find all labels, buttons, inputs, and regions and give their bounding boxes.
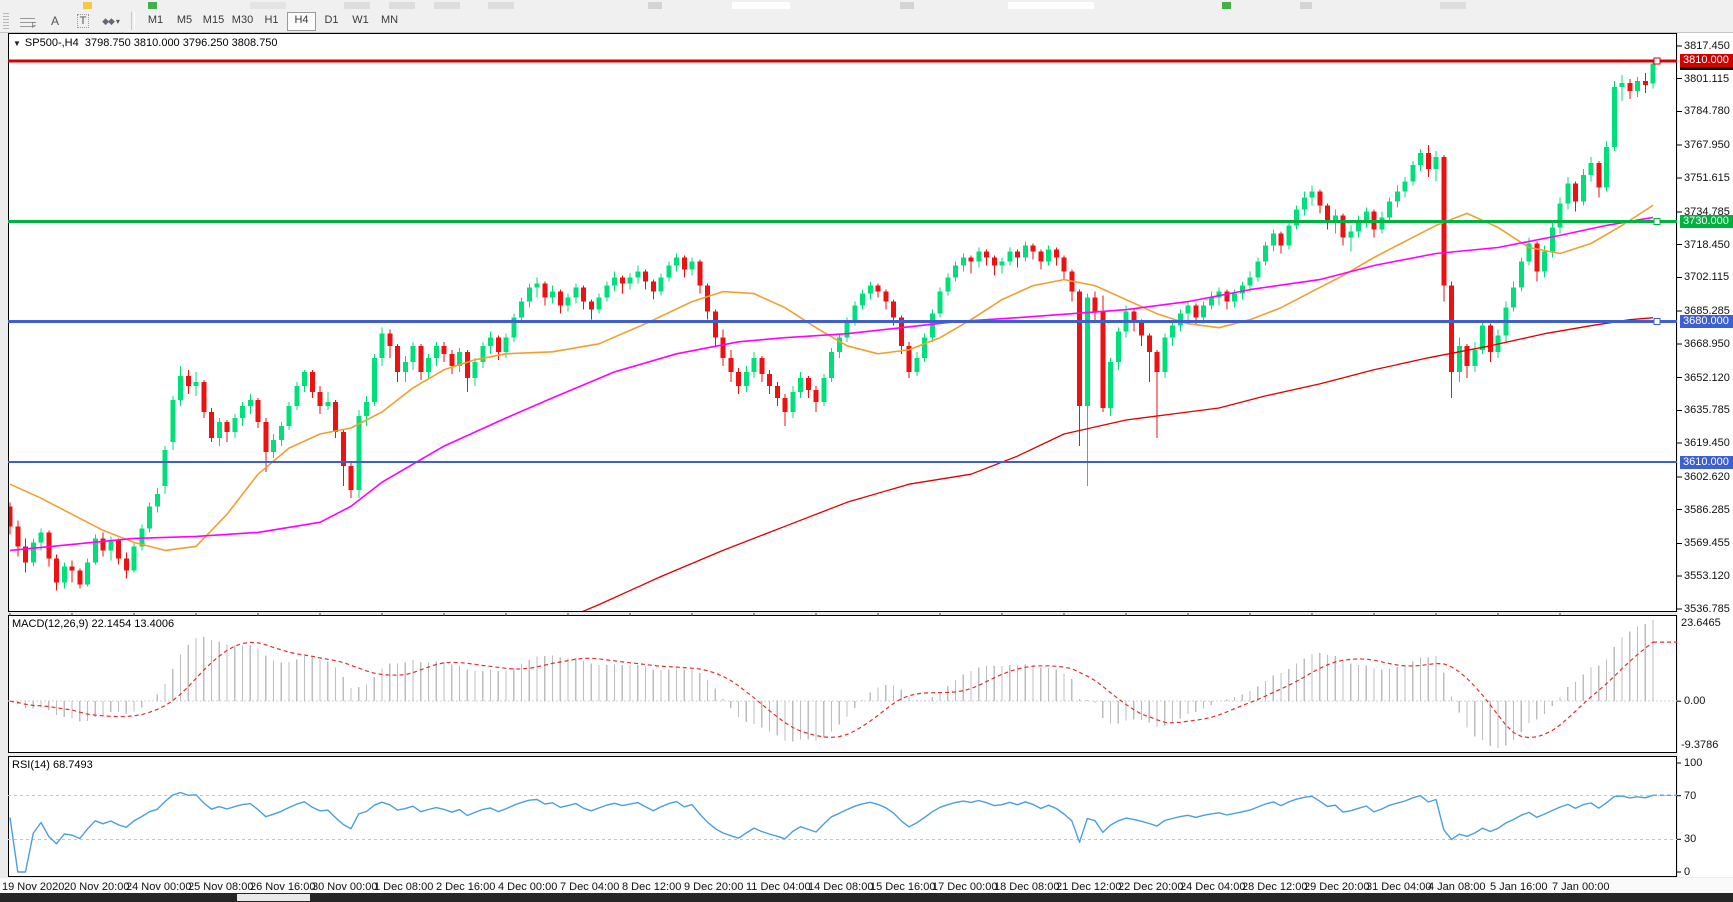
timeframe-button-m15[interactable]: M15 bbox=[202, 13, 225, 26]
clipped-icon-fragment bbox=[1440, 2, 1466, 9]
candles bbox=[9, 60, 1656, 591]
rsi-panel[interactable] bbox=[8, 756, 1677, 877]
timeframe-button-h4[interactable]: H4 bbox=[287, 11, 316, 31]
toolbar-grip bbox=[3, 13, 9, 29]
timeframe-button-m30[interactable]: M30 bbox=[231, 13, 254, 26]
fibonacci-tool-button[interactable]: F bbox=[15, 12, 39, 30]
clipped-icon-fragment bbox=[83, 2, 92, 9]
macd-histogram bbox=[17, 620, 1654, 748]
clipped-icon-fragment bbox=[648, 2, 662, 9]
drawing-tools-group: F A T ◆◆ ▾ bbox=[13, 12, 125, 30]
timeframe-button-m5[interactable]: M5 bbox=[176, 13, 193, 26]
clipped-icon-fragment bbox=[900, 2, 914, 9]
clipped-icon-fragment bbox=[434, 2, 460, 9]
arrows-icon: ◆◆ bbox=[102, 15, 115, 26]
clipped-icon-fragment bbox=[344, 2, 370, 9]
clipped-icon-fragment bbox=[250, 2, 286, 9]
timeframe-button-m1[interactable]: M1 bbox=[147, 13, 164, 26]
clipped-icon-fragment bbox=[1008, 2, 1094, 9]
ma-mid-magenta bbox=[9, 216, 1654, 552]
support-line-3680-handle[interactable] bbox=[1653, 318, 1661, 326]
timeframe-button-w1[interactable]: W1 bbox=[352, 13, 369, 26]
macd-signal-line bbox=[9, 641, 1654, 739]
macd-panel[interactable] bbox=[8, 615, 1677, 753]
toolbar-separator bbox=[131, 12, 135, 30]
fibonacci-icon: F bbox=[19, 15, 37, 30]
text-box-tool-button[interactable]: T bbox=[71, 12, 95, 30]
timeframe-button-d1[interactable]: D1 bbox=[324, 13, 339, 26]
text-label-icon: A bbox=[50, 14, 59, 28]
toolbar: F A T ◆◆ ▾ M1 M5 M15 M30 H1 H4 D1 W1 MN bbox=[0, 10, 1733, 33]
ma-slow-red bbox=[582, 317, 1654, 611]
clipped-icon-fragment bbox=[732, 2, 790, 9]
resistance-line-3810-handle[interactable] bbox=[1653, 57, 1661, 65]
dropdown-caret-icon: ▾ bbox=[115, 16, 120, 26]
timeframe-button-mn[interactable]: MN bbox=[380, 13, 399, 26]
support-line-3730-handle[interactable] bbox=[1653, 217, 1661, 225]
timeframe-buttons-group: M1 M5 M15 M30 H1 H4 D1 W1 MN bbox=[141, 11, 404, 31]
text-box-icon: T bbox=[76, 14, 90, 28]
rsi-line bbox=[9, 791, 1654, 873]
arrow-objects-tool-button[interactable]: ◆◆ ▾ bbox=[99, 12, 123, 30]
clipped-icon-fragment bbox=[389, 2, 415, 9]
clipped-icon-fragment bbox=[488, 2, 514, 9]
clipped-icon-fragment bbox=[1222, 2, 1231, 9]
clipped-icon-fragment bbox=[148, 2, 157, 9]
text-label-tool-button[interactable]: A bbox=[43, 12, 67, 30]
timeframe-button-h1[interactable]: H1 bbox=[264, 13, 279, 26]
clipped-icon-fragment bbox=[1300, 2, 1312, 9]
